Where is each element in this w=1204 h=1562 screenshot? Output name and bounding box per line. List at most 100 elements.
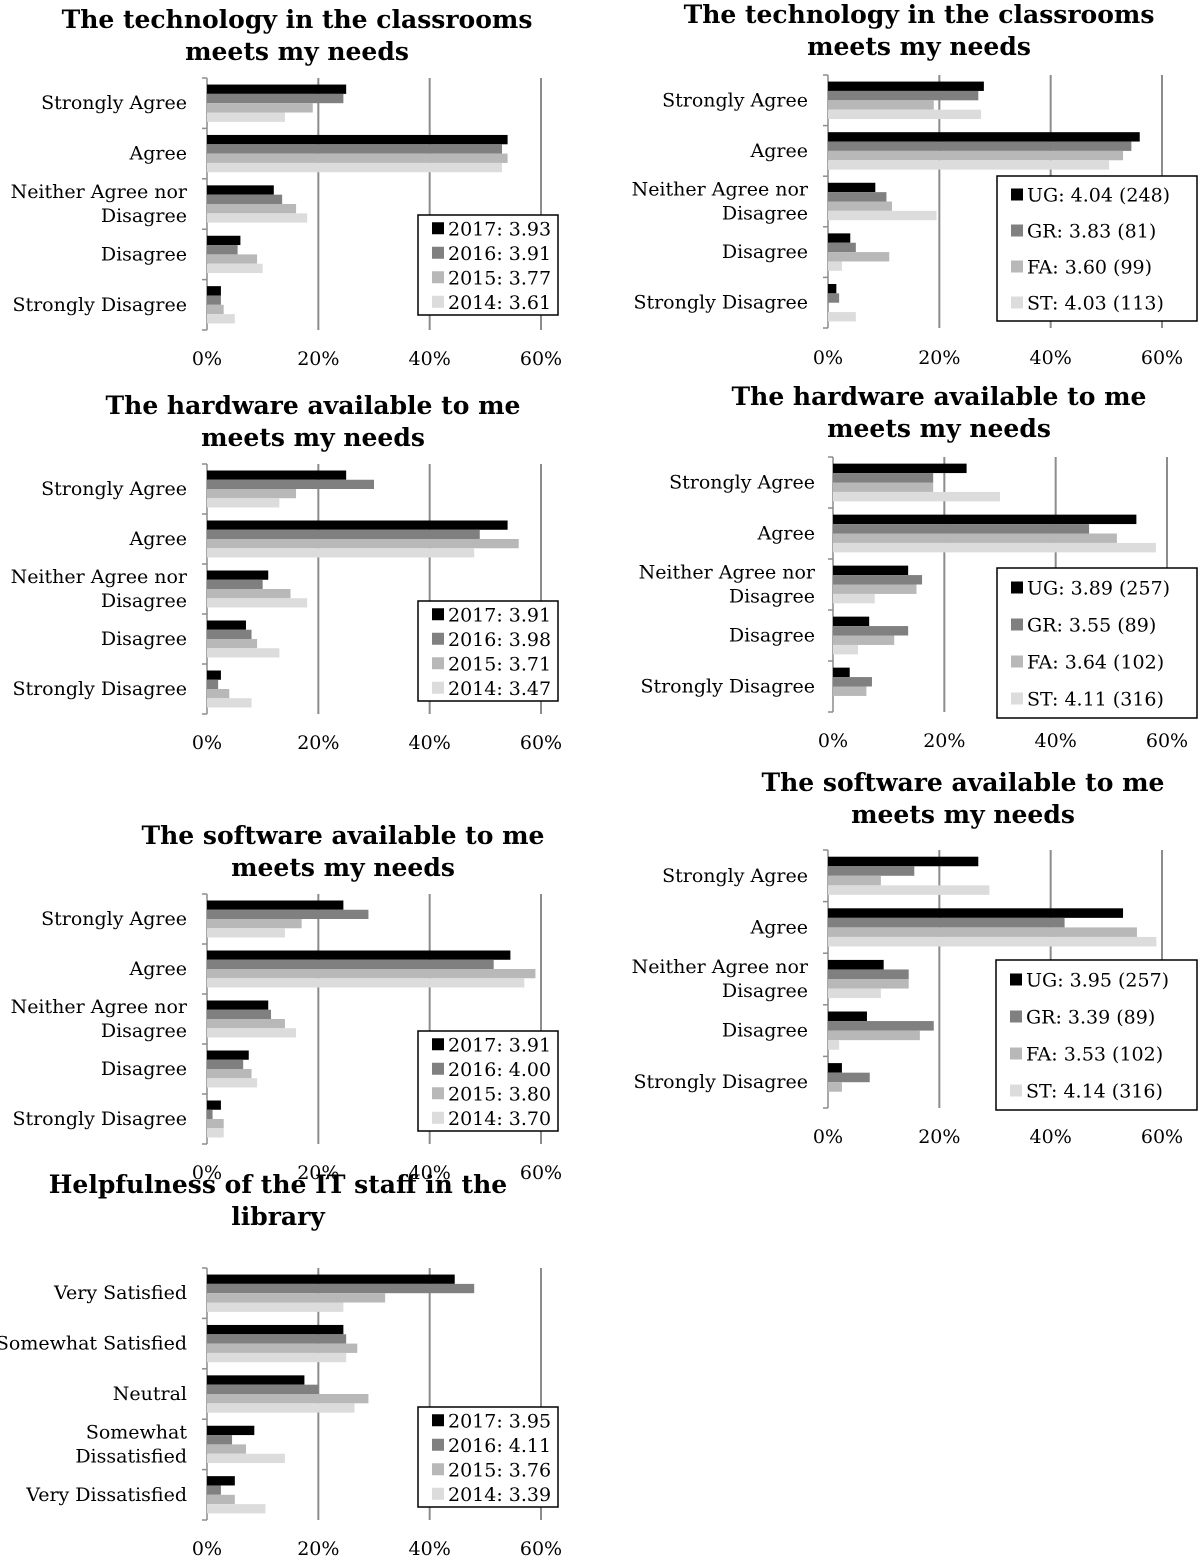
bar [207,470,347,480]
bar [828,233,851,243]
bar [207,589,291,599]
category-label: Disagree [722,241,808,263]
legend-box [996,567,1198,719]
bar [828,875,881,886]
chart-panel-5: The software available to me meets my nee… [11,821,563,1184]
bar [207,1050,249,1060]
category-label: Strongly Disagree [12,294,187,316]
x-tick-label: 40% [409,1538,451,1558]
bar [207,286,221,296]
bar [207,539,519,549]
bar [833,565,909,576]
category-label: Disagree [722,980,808,1002]
bar [207,304,224,315]
bar [828,917,1065,928]
bar [833,482,934,492]
bar [828,252,890,262]
bar [207,162,503,173]
bar [207,314,235,324]
chart-panel-1: The technology in the classrooms meets my… [11,5,563,370]
legend: UG: 3.89 (257) GR: 3.55 (89) FA: 3.64 (102… [996,567,1198,719]
x-tick-label: 0% [192,1162,222,1184]
bar [828,1040,840,1050]
category-label: Disagree [722,1020,808,1042]
bar [828,100,934,110]
legend-swatch [432,295,444,308]
legend-label: ST: 4.14 (316) [1026,1081,1163,1103]
legend-box [996,175,1198,322]
legend-swatch [432,1438,444,1451]
chart-panel-3: The hardware available to me meets my nee… [11,391,563,754]
legend-label: FA: 3.64 (102) [1027,652,1164,674]
legend-swatch [432,1414,444,1427]
bar [828,109,982,120]
legend-label: GR: 3.39 (89) [1026,1007,1155,1029]
legend-label: 2016: 3.91 [448,243,551,265]
x-tick-label: 20% [297,348,339,370]
bar [828,141,1132,151]
category-label: Disagree [101,243,187,265]
legend-swatch [432,1062,444,1075]
bar [207,185,274,195]
bar [828,927,1137,937]
legend-label: 2014: 3.61 [448,292,551,314]
legend-swatch [1010,1084,1022,1097]
chart-title-line: The hardware available to me [106,391,521,420]
x-tick-label: 60% [520,348,562,370]
bar [207,93,344,104]
legend-label: 2017: 3.95 [448,1410,551,1432]
x-tick-label: 20% [297,732,339,754]
category-label: Disagree [101,205,187,227]
category-label: Strongly Disagree [12,678,187,700]
legend-label: 2014: 3.70 [448,1108,551,1130]
legend-label: 2016: 3.98 [448,629,551,651]
category-label: Strongly Agree [41,478,187,500]
bar [207,1128,224,1138]
x-tick-label: 20% [297,1538,339,1558]
bar [833,463,967,474]
bar [833,584,917,594]
bar [207,1019,285,1029]
legend-swatch [432,608,444,621]
legend-swatch [432,632,444,645]
bar [207,950,511,960]
chart-title-line: meets my needs [185,37,409,66]
category-label: Disagree [722,203,808,225]
bar [207,570,269,580]
category-label: Disagree [101,1020,187,1042]
bar [207,698,252,708]
bar [833,626,909,636]
bar [828,283,837,294]
bar [207,1435,233,1445]
bar [828,201,893,211]
x-tick-label: 60% [520,732,562,754]
bar [833,491,1000,502]
bar [207,1078,258,1088]
bar [207,959,494,969]
bar [828,885,990,895]
bar [207,1504,266,1514]
bar [207,103,313,113]
bar [207,978,525,988]
legend-swatch [432,222,444,235]
legend-label: UG: 3.95 (257) [1026,970,1169,992]
legend-swatch [1011,655,1023,668]
legend-swatch [432,1038,444,1051]
category-label: Agree [129,958,187,980]
x-tick-label: 0% [813,347,843,369]
bar [207,1403,355,1413]
bar [207,153,508,163]
category-label: Dissatisfied [75,1445,187,1467]
bar [207,1444,246,1454]
bar [207,479,374,489]
bar [207,689,230,699]
legend-label: 2015: 3.71 [448,653,551,675]
legend-label: ST: 4.03 (113) [1027,293,1164,315]
bar [207,204,297,214]
chart-title-line: meets my needs [807,32,1031,61]
category-label: Strongly Agree [41,92,187,114]
bar [828,866,915,876]
legend-swatch [432,1487,444,1500]
